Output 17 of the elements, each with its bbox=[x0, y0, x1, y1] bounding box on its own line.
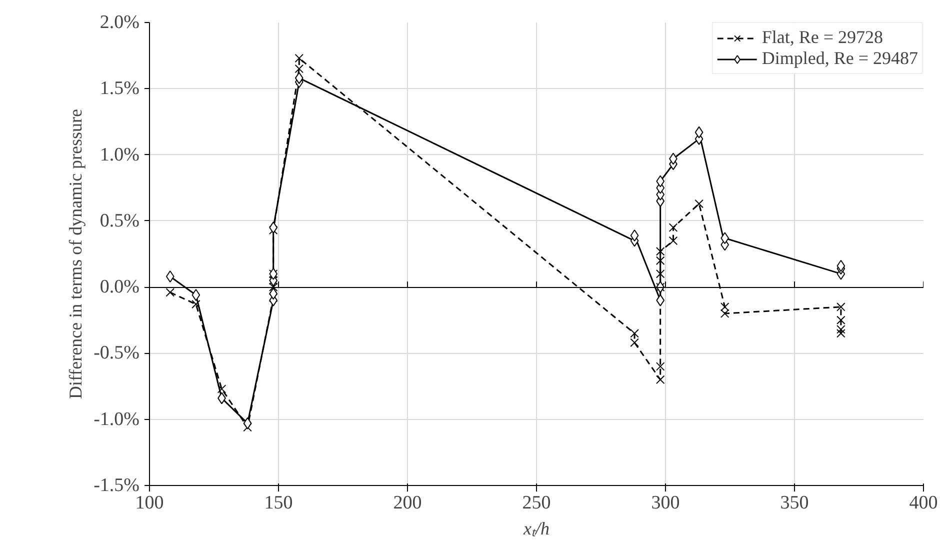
y-tick-label: -1.0% bbox=[94, 408, 140, 430]
y-tick-label: 2.0% bbox=[100, 12, 140, 33]
x-tick-label: 350 bbox=[780, 492, 809, 514]
x-axis-title: xₜ/h bbox=[522, 518, 550, 538]
y-tick-label: -0.5% bbox=[94, 342, 140, 364]
y-tick-label: 0.0% bbox=[100, 276, 140, 298]
x-tick-label: 250 bbox=[522, 492, 551, 514]
y-tick-label: 0.5% bbox=[100, 210, 140, 232]
y-tick-label: 1.5% bbox=[100, 78, 140, 100]
x-tick-label: 300 bbox=[651, 492, 680, 514]
x-tick-label: 150 bbox=[264, 492, 293, 514]
legend-label: Flat, Re = 29728 bbox=[762, 27, 884, 48]
x-tick-label: 400 bbox=[909, 492, 938, 514]
y-tick-label: 1.0% bbox=[100, 144, 140, 166]
y-axis-title: Difference in terms of dynamic pressure bbox=[66, 108, 86, 400]
x-tick-label: 200 bbox=[393, 492, 422, 514]
legend-label: Dimpled, Re = 29487 bbox=[762, 48, 918, 69]
